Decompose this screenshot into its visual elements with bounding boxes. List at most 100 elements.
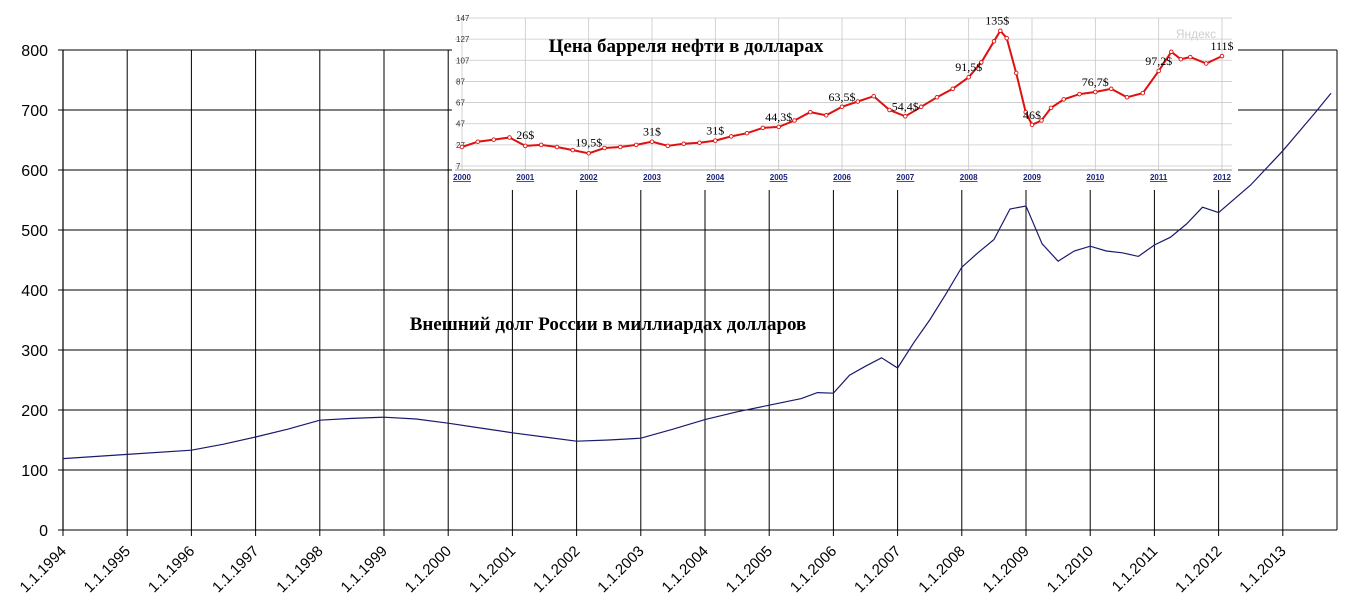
oil-value-label: 44,3$ xyxy=(765,110,792,124)
oil-data-point xyxy=(887,107,892,113)
oil-data-point xyxy=(1108,86,1114,92)
oil-data-point xyxy=(1169,49,1174,55)
debt-x-tick-label: 1.1.2011 xyxy=(1109,543,1162,596)
oil-value-label: 19,5$ xyxy=(575,135,602,149)
oil-x-tick-label: 2007 xyxy=(896,173,914,182)
oil-x-tick-label: 2003 xyxy=(643,173,661,182)
oil-value-label: 46$ xyxy=(1023,108,1041,122)
oil-y-tick-label: 107 xyxy=(456,56,470,65)
oil-data-point xyxy=(934,95,940,100)
oil-x-tick-label: 2006 xyxy=(833,173,851,182)
debt-x-tick-label: 1.1.1996 xyxy=(145,543,198,596)
oil-data-point xyxy=(776,124,781,130)
oil-data-point xyxy=(1004,35,1009,41)
oil-x-tick-label: 2008 xyxy=(960,173,978,182)
oil-series-markers xyxy=(459,28,1225,156)
oil-data-point xyxy=(1029,122,1035,128)
debt-y-axis: 0 100 200 300 400 500 600 700 800 xyxy=(21,43,63,540)
oil-data-point xyxy=(570,147,576,153)
oil-data-point xyxy=(523,143,528,149)
oil-data-point xyxy=(1023,109,1028,115)
debt-y-tick-label: 100 xyxy=(21,463,48,480)
debt-y-tick-label: 600 xyxy=(21,163,48,180)
oil-data-point xyxy=(998,28,1003,33)
debt-x-tick-label: 1.1.2010 xyxy=(1044,543,1097,596)
debt-grid xyxy=(62,49,1338,536)
oil-data-point xyxy=(1039,118,1044,123)
oil-data-point xyxy=(586,151,591,156)
debt-x-tick-label: 1.1.2003 xyxy=(594,543,647,596)
oil-data-point xyxy=(903,114,908,119)
oil-inset-background xyxy=(452,8,1238,190)
oil-value-label: 97,2$ xyxy=(1145,54,1172,68)
oil-data-point xyxy=(1219,53,1225,59)
oil-data-point xyxy=(808,109,813,115)
debt-x-tick-label: 1.1.2008 xyxy=(915,543,968,596)
oil-data-point xyxy=(665,143,671,149)
debt-x-tick-label: 1.1.2013 xyxy=(1236,543,1289,596)
debt-x-tick-label: 1.1.1999 xyxy=(338,543,391,596)
oil-data-point xyxy=(991,39,997,44)
oil-watermark: Яндекс xyxy=(1176,27,1216,41)
oil-data-point xyxy=(538,142,544,148)
oil-data-point xyxy=(728,134,734,139)
oil-value-label: 54,4$ xyxy=(892,99,919,113)
oil-x-tick-label: 2010 xyxy=(1086,173,1104,182)
oil-value-label: 111$ xyxy=(1210,39,1233,53)
debt-x-axis: 1.1.1994 1.1.1995 1.1.1996 1.1.1997 1.1.1998… xyxy=(17,543,1290,596)
debt-y-tick-label: 0 xyxy=(39,523,48,540)
oil-data-point xyxy=(1140,90,1146,96)
oil-data-point xyxy=(1093,89,1098,95)
oil-data-point xyxy=(1077,91,1082,97)
debt-x-tick-label: 1.1.2005 xyxy=(723,543,776,596)
oil-data-point xyxy=(1188,54,1193,60)
oil-value-label: 135$ xyxy=(985,14,1009,28)
debt-x-tick-label: 1.1.2001 xyxy=(466,543,519,596)
oil-data-point xyxy=(823,113,829,118)
oil-data-point xyxy=(459,144,465,150)
oil-data-point xyxy=(1048,105,1054,111)
oil-y-tick-label: 87 xyxy=(456,77,465,86)
debt-x-tick-label: 1.1.2002 xyxy=(530,543,583,596)
oil-data-point xyxy=(979,60,984,65)
debt-x-tick-label: 1.1.2000 xyxy=(402,543,455,596)
oil-data-point xyxy=(918,104,924,110)
oil-data-point xyxy=(1203,61,1209,66)
oil-x-tick-label: 2002 xyxy=(580,173,598,182)
oil-value-label: 26$ xyxy=(516,128,534,142)
oil-x-tick-label: 2005 xyxy=(770,173,788,182)
oil-data-point xyxy=(491,137,496,142)
oil-data-point xyxy=(871,93,876,99)
oil-data-point xyxy=(1178,56,1184,62)
debt-y-tick-label: 800 xyxy=(21,43,48,60)
oil-data-point xyxy=(1013,70,1019,76)
oil-data-point xyxy=(713,138,718,143)
oil-value-label: 31$ xyxy=(706,124,724,138)
oil-data-point xyxy=(554,144,560,150)
oil-value-label: 91,5$ xyxy=(955,60,982,74)
debt-x-tick-label: 1.1.2007 xyxy=(851,543,904,596)
oil-value-label: 63,5$ xyxy=(829,90,856,104)
oil-x-tick-label: 2009 xyxy=(1023,173,1041,182)
oil-value-label: 76,7$ xyxy=(1082,75,1109,89)
oil-x-tick-label: 2012 xyxy=(1213,173,1231,182)
oil-data-point xyxy=(1156,68,1161,74)
debt-y-tick-label: 400 xyxy=(21,283,48,300)
oil-y-tick-label: 67 xyxy=(456,99,465,108)
debt-chart-title: Внешний долг России в миллиардах долларо… xyxy=(410,314,807,335)
debt-y-tick-label: 300 xyxy=(21,343,48,360)
debt-series-line xyxy=(62,92,1332,460)
debt-x-tick-label: 1.1.2006 xyxy=(787,543,840,596)
oil-data-point xyxy=(475,139,481,144)
debt-y-tick-label: 200 xyxy=(21,403,48,420)
oil-data-point xyxy=(792,118,797,123)
oil-y-tick-label: 127 xyxy=(456,35,470,44)
debt-x-tick-label: 1.1.1998 xyxy=(273,543,326,596)
oil-y-tick-label: 47 xyxy=(456,120,465,129)
oil-data-point xyxy=(618,144,623,150)
oil-data-point xyxy=(602,145,607,151)
debt-x-tick-label: 1.1.2009 xyxy=(980,543,1033,596)
oil-x-tick-label: 2004 xyxy=(706,173,724,182)
